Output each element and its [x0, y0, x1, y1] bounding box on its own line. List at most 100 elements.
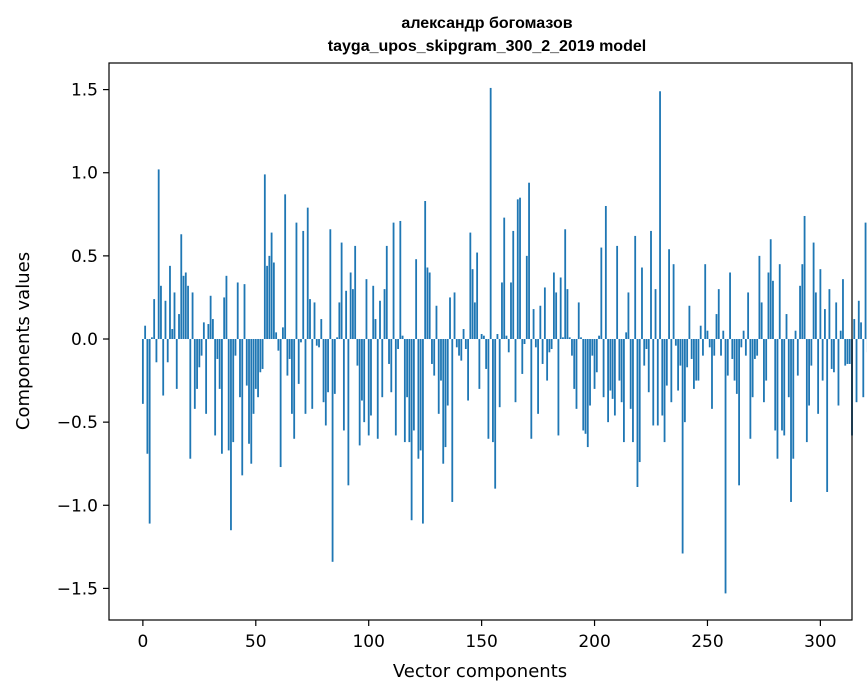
- bar: [437, 339, 440, 414]
- bar: [392, 222, 395, 340]
- bar: [595, 339, 598, 373]
- bar: [546, 339, 549, 381]
- y-tick-label: 0.0: [71, 330, 98, 350]
- bar: [406, 339, 409, 398]
- bar: [198, 339, 201, 368]
- bar: [178, 314, 180, 340]
- bar: [424, 201, 427, 339]
- bar: [367, 339, 370, 436]
- bar: [207, 324, 210, 339]
- bar: [814, 292, 817, 340]
- bar: [521, 339, 524, 374]
- bar: [618, 339, 621, 381]
- bar: [281, 327, 284, 340]
- bar: [345, 290, 348, 340]
- bar: [223, 297, 226, 340]
- y-tick-label: −1.0: [57, 496, 98, 516]
- y-tick-label: 1.0: [71, 164, 98, 184]
- bar: [473, 302, 476, 340]
- bar: [261, 339, 264, 369]
- bar: [243, 284, 246, 340]
- bar: [390, 339, 393, 393]
- bar: [674, 339, 677, 346]
- bar: [722, 330, 725, 339]
- y-tick-label: −1.5: [57, 579, 98, 599]
- bar: [496, 334, 499, 340]
- bar: [444, 339, 447, 448]
- bar: [160, 285, 162, 340]
- bar: [200, 339, 203, 356]
- bar: [650, 230, 652, 339]
- bar: [446, 339, 449, 406]
- bar: [787, 339, 790, 398]
- bar: [218, 339, 221, 389]
- bar: [180, 234, 183, 340]
- bar: [659, 91, 661, 340]
- bar: [485, 339, 488, 369]
- bar: [708, 339, 711, 348]
- bar: [146, 339, 149, 454]
- bar: [661, 339, 664, 416]
- bar: [304, 339, 307, 414]
- bar: [796, 339, 799, 376]
- bar: [352, 289, 354, 340]
- bar: [175, 339, 178, 389]
- bar: [778, 264, 781, 340]
- bar: [758, 255, 761, 339]
- bar: [422, 339, 424, 524]
- bar: [155, 339, 158, 363]
- bar: [492, 339, 494, 443]
- bar: [336, 337, 338, 339]
- bar: [216, 339, 219, 359]
- bar: [613, 339, 616, 416]
- bar: [164, 300, 167, 339]
- bar: [318, 339, 320, 348]
- bar: [821, 339, 824, 381]
- bar: [790, 339, 792, 502]
- bar: [864, 222, 867, 340]
- x-tick-label: 50: [245, 632, 267, 652]
- bar: [221, 339, 223, 454]
- bar: [358, 339, 361, 446]
- y-axis: −1.5 −1.0 −0.5 0.0 0.5 1.0 1.5: [57, 81, 109, 599]
- bar: [805, 339, 808, 443]
- bar: [702, 339, 704, 356]
- bar: [487, 339, 490, 439]
- bar: [505, 335, 508, 340]
- bar: [772, 280, 774, 339]
- bar: [726, 339, 729, 376]
- bar: [552, 272, 555, 340]
- bar: [557, 339, 560, 436]
- bar: [250, 339, 253, 464]
- bar: [268, 255, 271, 339]
- bar: [751, 339, 754, 398]
- bar: [162, 339, 165, 396]
- x-axis: 0 50 100 150 200 250 300: [137, 620, 837, 652]
- bar: [333, 339, 336, 394]
- x-tick-label: 0: [137, 632, 148, 652]
- bar: [715, 314, 718, 340]
- bar: [412, 339, 415, 431]
- y-tick-label: 1.5: [71, 81, 98, 101]
- bar: [293, 339, 296, 439]
- bar: [340, 242, 343, 340]
- bar: [738, 339, 740, 486]
- bar: [202, 322, 205, 340]
- bar: [688, 305, 691, 339]
- bar: [401, 335, 404, 340]
- bar: [480, 334, 483, 340]
- y-tick-label: −0.5: [57, 413, 98, 433]
- bar: [616, 245, 619, 340]
- bar: [309, 299, 311, 339]
- bar: [379, 300, 381, 339]
- bar: [695, 339, 698, 381]
- bar: [785, 314, 788, 340]
- bar: [349, 272, 352, 340]
- bar: [462, 329, 465, 340]
- bar-series: [141, 87, 867, 594]
- bar: [589, 339, 591, 406]
- bar: [819, 269, 822, 339]
- bar: [559, 277, 562, 340]
- bar: [584, 339, 587, 434]
- bar: [627, 292, 630, 340]
